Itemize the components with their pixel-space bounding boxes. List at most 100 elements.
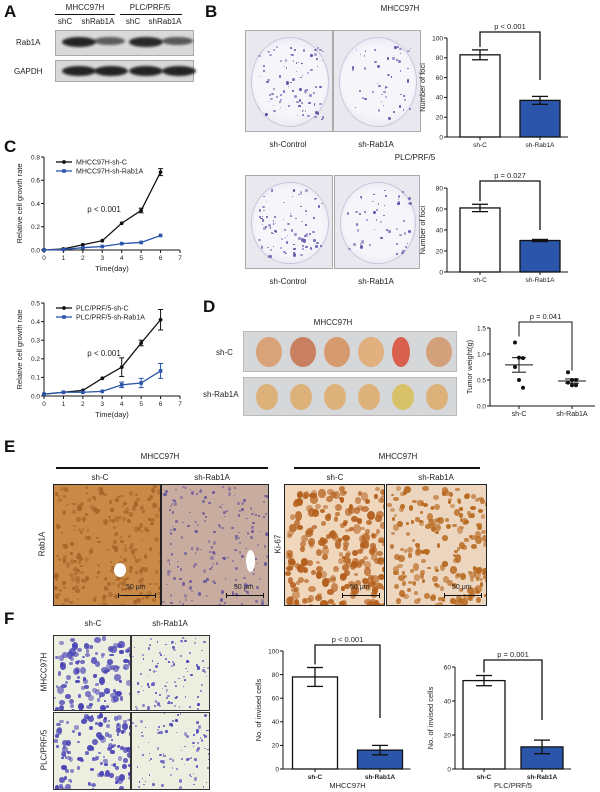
stain-dot (152, 670, 155, 674)
stain-dot (149, 757, 152, 760)
stain-dot (244, 589, 247, 592)
stain-dot (306, 213, 308, 215)
stain-dot (381, 585, 384, 590)
stain-dot (92, 739, 98, 746)
stain-dot (170, 702, 174, 705)
stain-dot (113, 540, 117, 545)
stain-dot (182, 522, 184, 524)
stain-dot (441, 535, 449, 542)
stain-dot (90, 714, 93, 717)
stain-dot (165, 643, 167, 646)
stain-dot (178, 779, 183, 784)
stain-dot (123, 588, 128, 592)
stain-dot (63, 776, 67, 780)
stain-dot (55, 685, 58, 688)
stain-dot (288, 560, 296, 566)
data-point (566, 370, 570, 375)
scale-bar (226, 593, 264, 598)
p-value-label: p < 0.001 (332, 635, 364, 644)
stain-dot (72, 651, 80, 657)
stain-dot (103, 773, 107, 777)
stain-dot (164, 730, 169, 733)
stain-dot (381, 93, 384, 96)
stain-dot (456, 547, 461, 552)
stain-dot (302, 567, 309, 573)
stain-dot (196, 493, 199, 496)
stain-dot (374, 515, 382, 522)
stain-dot (65, 503, 70, 507)
stain-dot (247, 532, 250, 536)
stain-dot (373, 48, 376, 51)
stain-dot (107, 659, 114, 666)
stain-dot (133, 600, 137, 604)
stain-dot (252, 521, 255, 524)
stain-dot (172, 661, 175, 663)
stain-dot (397, 201, 401, 206)
stain-dot (78, 528, 81, 531)
stain-dot (388, 230, 391, 233)
stain-dot (54, 594, 60, 599)
stain-dot (61, 661, 66, 667)
stain-dot (76, 766, 81, 770)
stain-dot (407, 50, 410, 53)
stain-dot (196, 721, 200, 725)
stain-dot (173, 577, 176, 580)
stain-dot (62, 544, 68, 549)
stain-dot (365, 540, 370, 546)
stain-dot (203, 640, 206, 644)
stain-dot (223, 601, 226, 604)
stain-dot (190, 775, 192, 777)
stain-dot (393, 110, 396, 114)
stain-dot (266, 50, 268, 52)
stain-dot (469, 534, 477, 540)
stain-dot (180, 496, 183, 499)
transwell-image-mhcc97h-sh-c (53, 635, 131, 711)
y-tick-label: 1.5 (477, 325, 486, 332)
stain-dot (120, 580, 126, 586)
stain-dot (452, 523, 457, 528)
stain-dot (189, 773, 191, 776)
stain-dot (122, 746, 129, 753)
stain-dot (348, 581, 356, 588)
stain-dot (156, 702, 160, 706)
stain-dot (191, 547, 194, 550)
stain-dot (180, 536, 183, 539)
stain-dot (140, 577, 145, 583)
data-point (574, 383, 578, 388)
stain-dot (356, 48, 358, 51)
stain-dot (272, 49, 275, 51)
stain-dot (90, 783, 97, 788)
stain-dot (382, 565, 384, 573)
data-point (521, 385, 525, 390)
stain-dot (64, 680, 69, 684)
stain-dot (484, 578, 486, 584)
stain-dot (297, 576, 304, 583)
stain-dot (165, 691, 167, 693)
stain-dot (175, 697, 177, 699)
stain-dot (367, 574, 374, 582)
stain-dot (111, 519, 116, 524)
stain-dot (477, 508, 483, 513)
stain-dot (109, 646, 117, 653)
stain-dot (162, 601, 166, 604)
stain-dot (376, 582, 383, 589)
stain-dot (134, 603, 139, 605)
stain-dot (207, 766, 209, 769)
stain-dot (118, 575, 123, 581)
stain-dot (294, 233, 297, 237)
stain-dot (80, 578, 85, 582)
stain-dot (201, 512, 206, 516)
stain-dot (192, 746, 195, 748)
stain-dot (171, 511, 175, 514)
data-point (521, 356, 525, 361)
stain-dot (198, 724, 202, 730)
western-blot-gapdh (55, 60, 196, 82)
stain-dot (314, 53, 317, 57)
x-tick-label: 3 (100, 401, 104, 408)
stain-dot (408, 505, 414, 511)
stain-dot (125, 680, 130, 686)
stain-dot (378, 85, 381, 88)
stain-dot (370, 598, 377, 604)
stain-dot (343, 519, 349, 524)
stain-dot (380, 522, 384, 529)
